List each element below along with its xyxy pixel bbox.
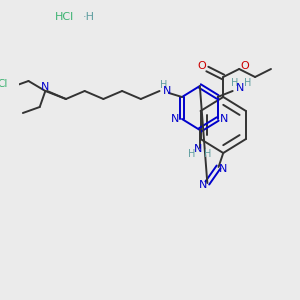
Text: N: N bbox=[236, 83, 244, 93]
Text: H: H bbox=[188, 149, 195, 159]
Text: Cl: Cl bbox=[0, 79, 8, 89]
Text: H: H bbox=[204, 149, 211, 159]
Text: N: N bbox=[171, 114, 180, 124]
Text: ·H: ·H bbox=[83, 12, 95, 22]
Text: HCl: HCl bbox=[55, 12, 74, 22]
Text: O: O bbox=[240, 61, 249, 71]
Text: N: N bbox=[220, 114, 228, 124]
Text: H: H bbox=[244, 78, 251, 88]
Text: O: O bbox=[197, 61, 206, 71]
Text: N: N bbox=[41, 82, 50, 92]
Text: N: N bbox=[199, 180, 207, 190]
Text: N: N bbox=[194, 144, 202, 154]
Text: H: H bbox=[160, 80, 167, 90]
Text: H: H bbox=[231, 78, 238, 88]
Text: N: N bbox=[219, 164, 227, 174]
Text: N: N bbox=[163, 86, 171, 96]
